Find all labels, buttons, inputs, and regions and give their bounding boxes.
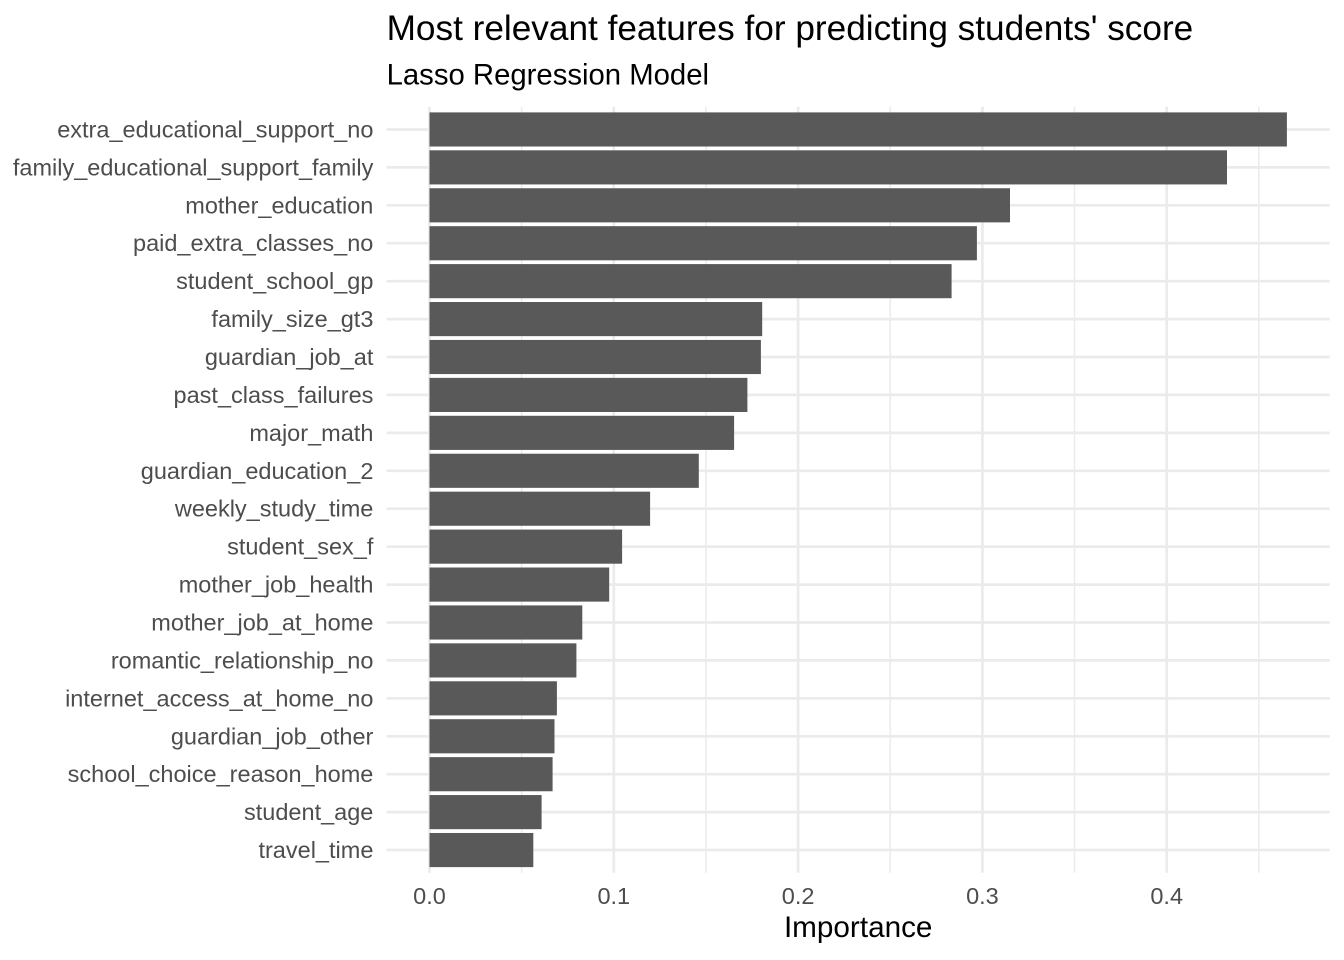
svg-text:guardian_job_other: guardian_job_other (171, 723, 374, 749)
svg-text:family_size_gt3: family_size_gt3 (211, 306, 373, 332)
svg-text:student_school_gp: student_school_gp (176, 268, 373, 294)
svg-text:extra_educational_support_no: extra_educational_support_no (57, 117, 373, 143)
svg-text:student_sex_f: student_sex_f (227, 534, 374, 560)
svg-text:family_educational_support_fam: family_educational_support_family (13, 154, 374, 180)
svg-text:Importance: Importance (784, 911, 933, 944)
svg-text:paid_extra_classes_no: paid_extra_classes_no (133, 230, 373, 256)
svg-text:0.4: 0.4 (1150, 883, 1183, 909)
svg-text:guardian_education_2: guardian_education_2 (141, 458, 374, 484)
svg-text:travel_time: travel_time (258, 837, 373, 863)
svg-text:romantic_relationship_no: romantic_relationship_no (111, 647, 374, 673)
svg-text:weekly_study_time: weekly_study_time (174, 496, 374, 522)
svg-text:mother_education: mother_education (185, 192, 373, 218)
svg-text:0.1: 0.1 (597, 883, 630, 909)
svg-text:0.3: 0.3 (966, 883, 999, 909)
svg-text:Lasso Regression Model: Lasso Regression Model (387, 58, 709, 91)
svg-text:mother_job_at_home: mother_job_at_home (151, 610, 373, 636)
svg-text:major_math: major_math (249, 420, 373, 446)
svg-text:guardian_job_at: guardian_job_at (205, 344, 374, 370)
svg-text:internet_access_at_home_no: internet_access_at_home_no (65, 685, 373, 711)
svg-text:0.2: 0.2 (782, 883, 815, 909)
svg-text:0.0: 0.0 (413, 883, 446, 909)
svg-text:student_age: student_age (244, 799, 373, 825)
svg-text:Most relevant features for pre: Most relevant features for predicting st… (387, 9, 1194, 48)
svg-text:mother_job_health: mother_job_health (179, 572, 374, 598)
svg-text:school_choice_reason_home: school_choice_reason_home (68, 761, 374, 787)
svg-text:past_class_failures: past_class_failures (174, 382, 374, 408)
